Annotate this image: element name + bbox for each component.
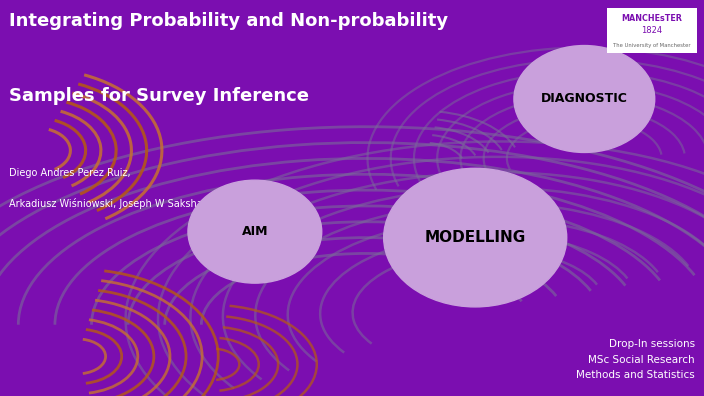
Ellipse shape (384, 168, 567, 307)
Text: MANCHEsTER: MANCHEsTER (622, 14, 682, 23)
Text: 1824: 1824 (641, 26, 662, 35)
Text: Samples for Survey Inference: Samples for Survey Inference (9, 87, 309, 105)
Text: Drop-In sessions
MSc Social Research
Methods and Statistics: Drop-In sessions MSc Social Research Met… (576, 339, 695, 380)
Ellipse shape (188, 180, 322, 283)
Text: MODELLING: MODELLING (425, 230, 526, 245)
Text: Arkadiusz Wiśniowski, Joseph W Sakshaug, Annelies G Blom: Arkadiusz Wiśniowski, Joseph W Sakshaug,… (9, 198, 302, 209)
Text: Diego Andres Perez Ruiz,: Diego Andres Perez Ruiz, (9, 168, 131, 178)
Text: DIAGNOSTIC: DIAGNOSTIC (541, 93, 628, 105)
Ellipse shape (514, 46, 655, 152)
Text: AIM: AIM (241, 225, 268, 238)
Text: Integrating Probability and Non-probability: Integrating Probability and Non-probabil… (9, 12, 448, 30)
Text: The University of Manchester: The University of Manchester (613, 43, 691, 48)
Bar (607, 8, 697, 53)
